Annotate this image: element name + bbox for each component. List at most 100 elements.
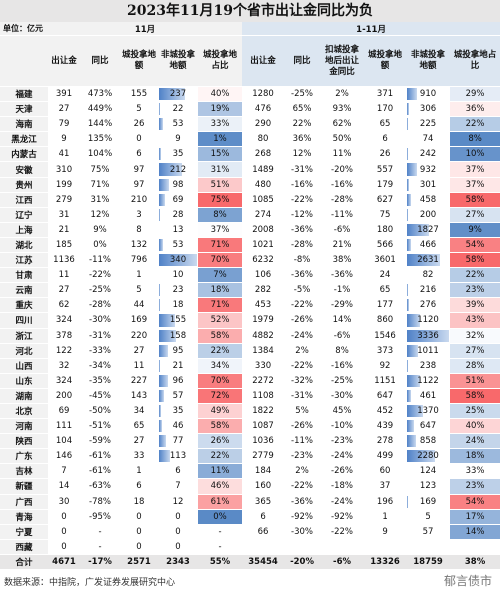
cell-text: 179 — [376, 179, 394, 190]
cell: -28% — [80, 297, 120, 314]
cell-text: 浙江 — [15, 331, 33, 342]
cell — [320, 539, 365, 555]
cell-text: 55% — [209, 556, 231, 567]
cell: -26% — [320, 463, 365, 480]
bar — [159, 193, 166, 206]
cell: 1489 — [242, 161, 285, 178]
cell: -22% — [284, 478, 321, 495]
cell-text: -16% — [291, 179, 314, 190]
data-row: 重庆 62 -28% 44 18 71% 453 -22% -29% 177 276 39% — [0, 297, 500, 314]
bar — [407, 299, 409, 312]
cell-text: 2631 — [417, 255, 439, 266]
cell-text: 1151 — [374, 375, 396, 386]
header-cell: 城投拿地额 — [120, 35, 158, 87]
cell-text: 169 — [419, 496, 437, 507]
cell: 8% — [198, 207, 243, 223]
cell-text: -24% — [331, 451, 354, 462]
cell: 371 — [364, 86, 407, 103]
cell-text: 27 — [58, 285, 70, 296]
cell: 58% — [450, 388, 500, 404]
cell: 54% — [450, 494, 500, 510]
bar — [159, 374, 169, 387]
cell: 75% — [80, 161, 120, 178]
cell-text: -22% — [291, 360, 314, 371]
cell-text: 18 — [172, 300, 184, 311]
cell-text: 330 — [254, 360, 272, 371]
header-cell: 城投拿地占比 — [198, 35, 243, 87]
cell-text: 2% — [295, 466, 309, 477]
cell: -50% — [80, 403, 120, 420]
bar — [159, 103, 160, 116]
cell-text: 65 — [379, 285, 391, 296]
row-label: 河南 — [0, 418, 48, 435]
cell-text: -63% — [89, 481, 111, 492]
cell: 910 — [406, 86, 451, 103]
cell: -16% — [320, 177, 365, 193]
cell: 113 — [158, 448, 198, 465]
cell-text: 557 — [376, 164, 394, 175]
cell: 70% — [198, 252, 243, 269]
cell: 51% — [450, 373, 500, 389]
cell: 39% — [450, 297, 500, 314]
cell-text: 95 — [172, 345, 184, 356]
cell: -22% — [284, 358, 321, 374]
cell-text: 306 — [419, 104, 437, 115]
bar — [159, 284, 160, 297]
cell-text: 53 — [172, 119, 184, 130]
cell: 62% — [320, 116, 365, 133]
cell: 9 — [48, 131, 80, 148]
cell-text: 58% — [465, 390, 485, 401]
cell: 2% — [320, 86, 365, 103]
cell-text: 1 — [382, 511, 388, 522]
bar — [159, 163, 182, 176]
cell: 499 — [364, 448, 407, 465]
bar — [407, 163, 418, 176]
cell: 58% — [198, 418, 243, 435]
cell-text: 5 — [425, 511, 431, 522]
cell-text: -28% — [331, 194, 354, 205]
cell: -30% — [80, 312, 120, 329]
cell: 5 — [406, 509, 451, 525]
row-label: 陕西 — [0, 433, 48, 450]
cell-text: 30 — [58, 496, 70, 507]
cell: 279 — [48, 192, 80, 208]
cell-text: -11% — [331, 209, 354, 220]
cell: 65 — [364, 282, 407, 299]
cell-text: 45% — [332, 406, 352, 417]
cell: 29% — [450, 86, 500, 103]
cell: 35 — [158, 403, 198, 420]
cell-text: 80 — [257, 134, 269, 145]
cell: 72% — [198, 388, 243, 404]
cell: 278 — [364, 433, 407, 450]
cell-text: 37% — [465, 164, 485, 175]
cell: 373 — [364, 343, 407, 359]
cell: 60 — [364, 463, 407, 480]
cell: 34 — [120, 403, 158, 420]
cell-text: 重庆 — [15, 301, 33, 312]
cell: 200 — [406, 207, 451, 223]
cell: 98 — [158, 177, 198, 193]
cell-text: 69 — [172, 194, 184, 205]
cell: 93% — [320, 101, 365, 118]
cell-text: 安徽 — [15, 165, 33, 176]
cell-text: 13326 — [370, 556, 400, 567]
data-row: 河南 111 -51% 65 46 58% 1087 -26% -10% 439 647 40% — [0, 418, 500, 435]
cell-text: 8% — [468, 134, 482, 145]
cell-text: - — [218, 541, 222, 552]
row-label: 贵州 — [0, 177, 48, 193]
cell-text: 58% — [210, 330, 230, 341]
cell: 458 — [406, 192, 451, 208]
cell-text: 268 — [254, 149, 272, 160]
cell: 310 — [48, 161, 80, 178]
cell: -25% — [284, 86, 321, 103]
source-note: 数据来源：中指院，广发证券发展研究中心 — [4, 578, 176, 588]
bar — [159, 389, 164, 402]
cell-text: 62 — [58, 300, 70, 311]
row-label: 湖南 — [0, 388, 48, 404]
cell: -1% — [320, 282, 365, 299]
cell-text: 44 — [133, 300, 145, 311]
cell-text: -25% — [331, 375, 354, 386]
cell-text: 1122 — [417, 375, 439, 386]
cell-text: -22% — [291, 300, 314, 311]
cell: 473% — [80, 86, 120, 103]
